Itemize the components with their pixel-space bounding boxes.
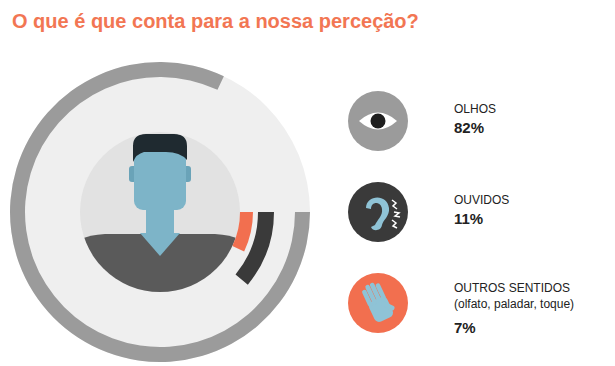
svg-text:82%: 82% <box>454 119 484 136</box>
svg-text:11%: 11% <box>454 210 483 227</box>
svg-text:7%: 7% <box>454 319 476 336</box>
svg-text:OUVIDOS: OUVIDOS <box>454 193 509 207</box>
svg-text:OLHOS: OLHOS <box>454 102 496 116</box>
svg-text:OUTROS SENTIDOS: OUTROS SENTIDOS <box>454 281 570 295</box>
svg-text:O que é que conta para a nossa: O que é que conta para a nossa perceção? <box>12 10 419 32</box>
svg-text:(olfato, paladar, toque): (olfato, paladar, toque) <box>454 297 574 311</box>
